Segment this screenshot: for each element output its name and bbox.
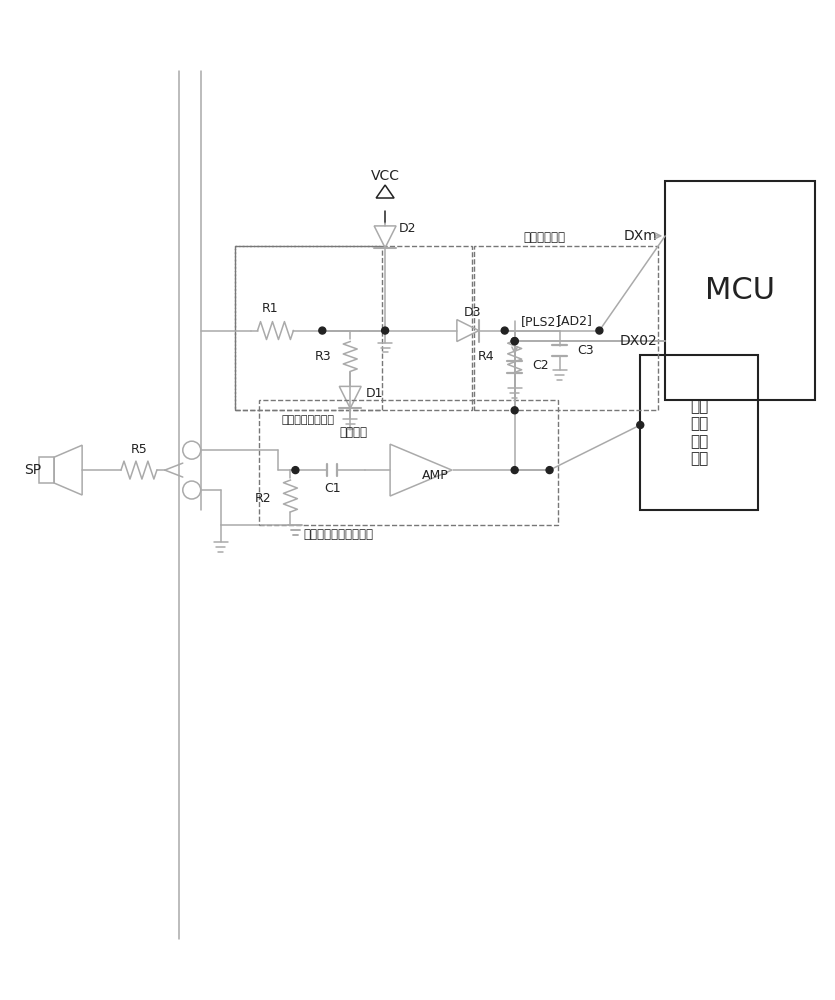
Bar [473,246,658,410]
Circle shape [511,338,519,345]
Text: 半波整流电路: 半波整流电路 [524,231,565,244]
Text: D3: D3 [464,306,481,319]
Circle shape [637,422,644,428]
Text: AMP: AMP [422,469,448,482]
Text: D2: D2 [399,222,417,235]
Circle shape [501,327,509,334]
Text: 高频信号放大保护电路: 高频信号放大保护电路 [303,528,373,541]
Bar [259,400,558,525]
Text: R1: R1 [262,302,279,315]
Text: DX02: DX02 [620,334,657,348]
Text: VCC: VCC [371,169,400,183]
Circle shape [382,327,388,334]
Circle shape [292,467,299,474]
Bar [235,246,382,410]
Bar [665,181,815,400]
Bar [39,457,54,483]
Text: SP: SP [23,463,41,477]
Circle shape [319,327,326,334]
Bar [235,246,472,410]
Text: R5: R5 [130,443,147,456]
Text: MCU: MCU [705,276,775,305]
Text: 音频
信号
输出
电路: 音频 信号 输出 电路 [690,399,708,466]
Circle shape [511,407,519,414]
Circle shape [511,338,519,345]
Text: C2: C2 [533,359,549,372]
Text: C3: C3 [578,344,594,357]
Text: R4: R4 [478,350,495,363]
Text: D1: D1 [367,387,383,400]
Text: R3: R3 [315,350,331,363]
Bar [640,355,758,510]
Circle shape [596,327,603,334]
Text: C1: C1 [324,482,341,495]
Text: 保护电路: 保护电路 [339,426,367,439]
Text: DXm: DXm [624,229,657,243]
Circle shape [546,467,553,474]
Text: R2: R2 [255,492,271,505]
Text: 测量信号分压电路: 测量信号分压电路 [282,415,335,425]
Text: [AD2]: [AD2] [557,314,592,327]
Text: [PLS2]: [PLS2] [521,315,561,328]
Circle shape [511,467,519,474]
